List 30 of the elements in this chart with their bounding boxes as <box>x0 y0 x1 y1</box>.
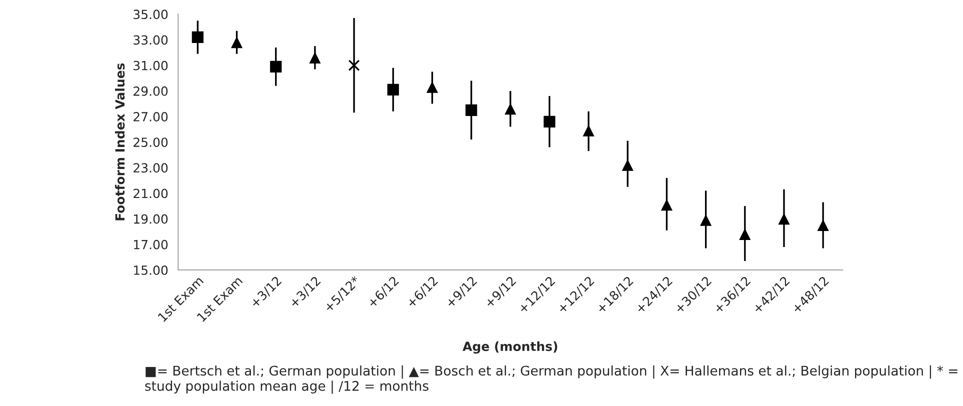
point <box>270 60 282 72</box>
point <box>504 103 516 115</box>
point <box>348 60 360 72</box>
point <box>309 52 321 64</box>
y-tick-label: 23.00 <box>134 163 168 173</box>
point <box>622 159 634 171</box>
y-tick-label: 31.00 <box>134 60 168 70</box>
x-axis-title: Age (months) <box>462 341 558 354</box>
point <box>700 214 712 226</box>
point <box>192 31 204 44</box>
point <box>387 84 399 96</box>
point <box>739 228 751 240</box>
point <box>544 116 556 128</box>
y-tick-label: 19.00 <box>134 214 168 224</box>
point <box>465 104 478 116</box>
y-tick-label: 15.00 <box>134 265 168 275</box>
y-tick-label: 35.00 <box>134 10 168 20</box>
point <box>582 124 594 136</box>
text: ■= Bertsch et al.; German population | ▲= Bosch et al.; German population | X= Hallemans et al.; Belgian population | * = study population mean age | /12 = months <box>145 365 958 394</box>
point <box>817 219 829 232</box>
y-tick-label: 27.00 <box>134 112 168 122</box>
point <box>230 36 243 48</box>
y-tick-label: 29.00 <box>134 86 168 96</box>
y-tick-label: 21.00 <box>134 188 168 198</box>
y-tick-label: 25.00 <box>134 138 168 148</box>
point <box>426 81 438 93</box>
point <box>778 213 790 225</box>
y-tick-label: 33.00 <box>134 35 168 45</box>
y-axis-title: Footform Index Values <box>114 63 125 220</box>
y-tick-label: 17.00 <box>134 240 168 250</box>
